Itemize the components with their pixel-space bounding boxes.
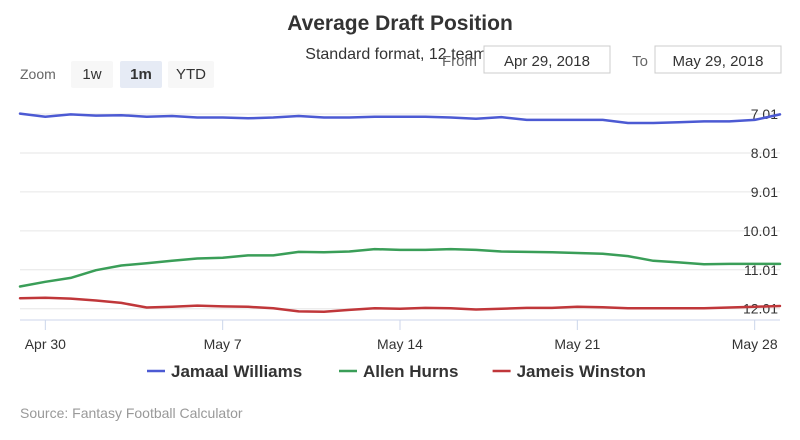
x-tick-label: May 7 xyxy=(204,336,242,352)
range-to-value[interactable]: May 29, 2018 xyxy=(673,53,764,70)
range-to-label: To xyxy=(632,53,648,70)
zoom-label: Zoom xyxy=(20,66,56,82)
zoom-button-1m[interactable]: 1m xyxy=(120,61,162,88)
legend-item-allen-hurns[interactable]: Allen Hurns xyxy=(363,362,458,381)
x-axis-ticks: Apr 30 May 7 May 14 May 21 May 28 xyxy=(25,320,778,352)
credits-text: Source: Fantasy Football Calculator xyxy=(20,405,243,421)
zoom-button-1w-label[interactable]: 1w xyxy=(82,66,101,83)
x-tick-label: May 21 xyxy=(554,336,600,352)
y-tick-label: 12.01 xyxy=(743,301,778,317)
legend-item-jamaal-williams[interactable]: Jamaal Williams xyxy=(171,362,302,381)
x-tick-label: May 28 xyxy=(732,336,778,352)
zoom-button-ytd[interactable]: YTD xyxy=(168,61,214,88)
series-line-jameis-winston xyxy=(18,296,782,314)
x-tick-label: Apr 30 xyxy=(25,336,66,352)
y-tick-label: 8.01 xyxy=(751,145,778,161)
y-tick-label: 11.01 xyxy=(744,262,778,278)
y-tick-label: 10.01 xyxy=(743,223,778,239)
grid-lines xyxy=(20,113,780,310)
x-tick-label: May 14 xyxy=(377,336,423,352)
zoom-button-1m-label[interactable]: 1m xyxy=(130,66,152,83)
legend-item-jameis-winston[interactable]: Jameis Winston xyxy=(517,362,646,381)
series-line-allen-hurns xyxy=(18,247,782,288)
y-tick-label: 9.01 xyxy=(751,184,778,200)
series-lines xyxy=(18,112,782,314)
series-line-jamaal-williams xyxy=(18,112,782,125)
legend: Jamaal Williams Allen Hurns Jameis Winston xyxy=(147,362,646,381)
range-from-input[interactable]: Apr 29, 2018 xyxy=(483,45,611,74)
chart-subtitle: Standard format, 12 teams xyxy=(305,46,494,63)
range-to-box[interactable] xyxy=(654,45,782,74)
range-from-label: From xyxy=(442,53,477,70)
zoom-button-1m-bg[interactable] xyxy=(120,61,162,88)
range-to-input[interactable]: May 29, 2018 xyxy=(654,45,782,74)
range-from-value[interactable]: Apr 29, 2018 xyxy=(504,53,590,70)
zoom-button-1w[interactable]: 1w xyxy=(71,61,113,88)
zoom-button-ytd-bg[interactable] xyxy=(168,61,214,88)
chart-title: Average Draft Position xyxy=(287,12,513,35)
range-from-box[interactable] xyxy=(483,45,611,74)
zoom-button-ytd-label[interactable]: YTD xyxy=(176,66,206,83)
zoom-button-1w-bg[interactable] xyxy=(71,61,113,88)
